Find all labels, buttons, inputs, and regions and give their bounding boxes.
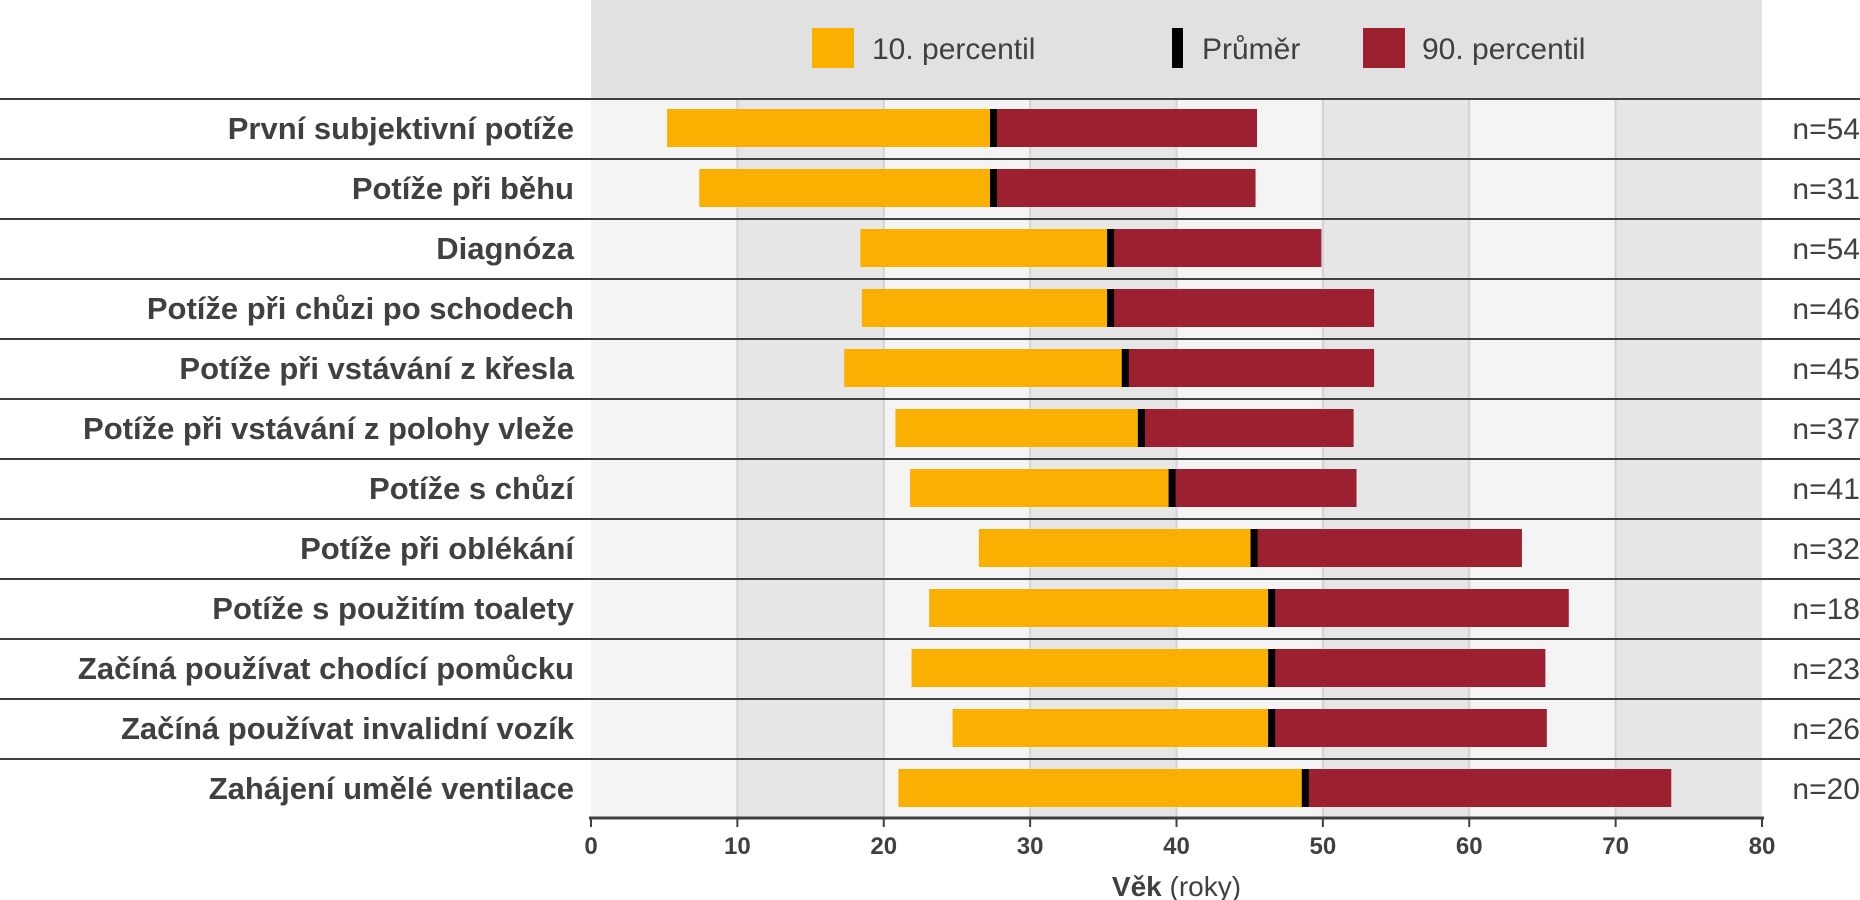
category-label: Potíže při oblékání — [300, 531, 575, 566]
chart-row: Potíže při běhu n=31 — [0, 158, 1860, 207]
category-label: Potíže při chůzi po schodech — [147, 291, 574, 326]
x-tick-label: 20 — [870, 833, 897, 860]
bar-p90-segment — [1110, 229, 1322, 267]
mean-marker — [1107, 289, 1115, 327]
bar-p90-segment — [993, 169, 1256, 207]
n-label: n=41 — [1792, 473, 1860, 506]
n-label: n=20 — [1792, 773, 1860, 806]
bar-p10-segment — [860, 229, 1111, 267]
bar-p10-segment — [978, 529, 1255, 567]
category-label: Začíná používat chodící pomůcku — [78, 651, 574, 686]
mean-marker — [1268, 649, 1276, 687]
bar-p10-segment — [929, 589, 1272, 627]
bar-p90-segment — [1271, 649, 1546, 687]
chart-row: Diagnóza n=54 — [0, 218, 1860, 267]
x-axis-title: Věk (roky) — [1112, 871, 1241, 900]
bar-p10-segment — [861, 289, 1111, 327]
n-label: n=23 — [1792, 653, 1860, 686]
x-axis-title-unit: (roky) — [1162, 871, 1241, 900]
x-axis-title-bold: Věk — [1112, 871, 1162, 900]
bar-p10-segment — [952, 709, 1272, 747]
bar-p90-segment — [1172, 469, 1357, 507]
chart-row: Potíže při vstávání z polohy vleže n=37 — [0, 398, 1860, 447]
x-tick-label: 40 — [1163, 833, 1190, 860]
mean-marker — [990, 109, 998, 147]
bar-p90-segment — [1125, 349, 1375, 387]
n-label: n=32 — [1792, 533, 1860, 566]
mean-marker — [1250, 529, 1258, 567]
legend-label-p90: 90. percentil — [1422, 33, 1585, 66]
n-label: n=46 — [1792, 293, 1860, 326]
n-label: n=18 — [1792, 593, 1860, 626]
x-tick-label: 30 — [1017, 833, 1044, 860]
bar-p10-segment — [667, 109, 994, 147]
n-label: n=45 — [1792, 353, 1860, 386]
n-label: n=54 — [1792, 233, 1860, 266]
mean-marker — [1301, 769, 1309, 807]
x-axis: 0 10 20 30 40 50 60 70 80 Věk (roky) — [584, 816, 1776, 900]
category-label: Potíže při běhu — [352, 171, 574, 206]
category-label: Potíže při vstávání z křesla — [179, 351, 574, 386]
category-label: Začíná používat invalidní vozík — [121, 711, 575, 746]
bar-p90-segment — [1254, 529, 1522, 567]
x-tick-label: 0 — [584, 833, 597, 860]
x-tick-label: 10 — [724, 833, 751, 860]
mean-marker — [1107, 229, 1115, 267]
category-label: Zahájení umělé ventilace — [209, 771, 574, 806]
x-tick-label: 80 — [1749, 833, 1776, 860]
bar-p90-segment — [1271, 709, 1547, 747]
data-rows: První subjektivní potíže n=54 Potíže při b… — [0, 98, 1860, 807]
legend-swatch-mean — [1172, 28, 1183, 68]
bar-p90-segment — [1110, 289, 1375, 327]
bar-p90-segment — [993, 109, 1258, 147]
chart-row: Zahájení umělé ventilace n=20 — [0, 758, 1860, 807]
chart-row: Potíže při vstávání z křesla n=45 — [0, 338, 1860, 387]
legend-swatch-p10 — [812, 28, 854, 68]
bar-p10-segment — [844, 349, 1126, 387]
legend-label-p10: 10. percentil — [872, 33, 1035, 66]
mean-marker — [1137, 409, 1145, 447]
bar-p90-segment — [1271, 589, 1569, 627]
chart-row: Potíže při oblékání n=32 — [0, 518, 1860, 567]
category-label: Potíže s chůzí — [369, 471, 575, 506]
legend: 10. percentil Průměr 90. percentil — [591, 0, 1762, 98]
chart-row: První subjektivní potíže n=54 — [0, 98, 1860, 147]
chart-row: Potíže s chůzí n=41 — [0, 458, 1860, 507]
mean-marker — [1121, 349, 1129, 387]
x-tick-label: 70 — [1602, 833, 1629, 860]
n-label: n=26 — [1792, 713, 1860, 746]
chart-row: Potíže s použitím toalety n=18 — [0, 578, 1860, 627]
chart-row: Potíže při chůzi po schodech n=46 — [0, 278, 1860, 327]
legend-swatch-p90 — [1363, 28, 1405, 68]
category-label: První subjektivní potíže — [228, 111, 574, 146]
mean-marker — [1268, 709, 1276, 747]
category-label: Potíže s použitím toalety — [212, 591, 574, 626]
mean-marker — [1168, 469, 1176, 507]
chart-row: Začíná používat invalidní vozík n=26 — [0, 698, 1860, 747]
n-label: n=37 — [1792, 413, 1860, 446]
bar-p90-segment — [1141, 409, 1354, 447]
category-label: Potíže při vstávání z polohy vleže — [83, 411, 574, 446]
x-tick-label: 50 — [1310, 833, 1337, 860]
bar-p10-segment — [895, 409, 1142, 447]
mean-marker — [1268, 589, 1276, 627]
x-tick-label: 60 — [1456, 833, 1483, 860]
chart-row: Začíná používat chodící pomůcku n=23 — [0, 638, 1860, 687]
bar-p10-segment — [911, 649, 1272, 687]
n-label: n=31 — [1792, 173, 1860, 206]
n-label: n=54 — [1792, 113, 1860, 146]
bar-p10-segment — [898, 769, 1306, 807]
category-label: Diagnóza — [436, 231, 575, 266]
bar-p90-segment — [1305, 769, 1672, 807]
legend-label-mean: Průměr — [1202, 33, 1300, 66]
bar-p10-segment — [910, 469, 1173, 507]
mean-marker — [990, 169, 998, 207]
bar-p10-segment — [699, 169, 994, 207]
